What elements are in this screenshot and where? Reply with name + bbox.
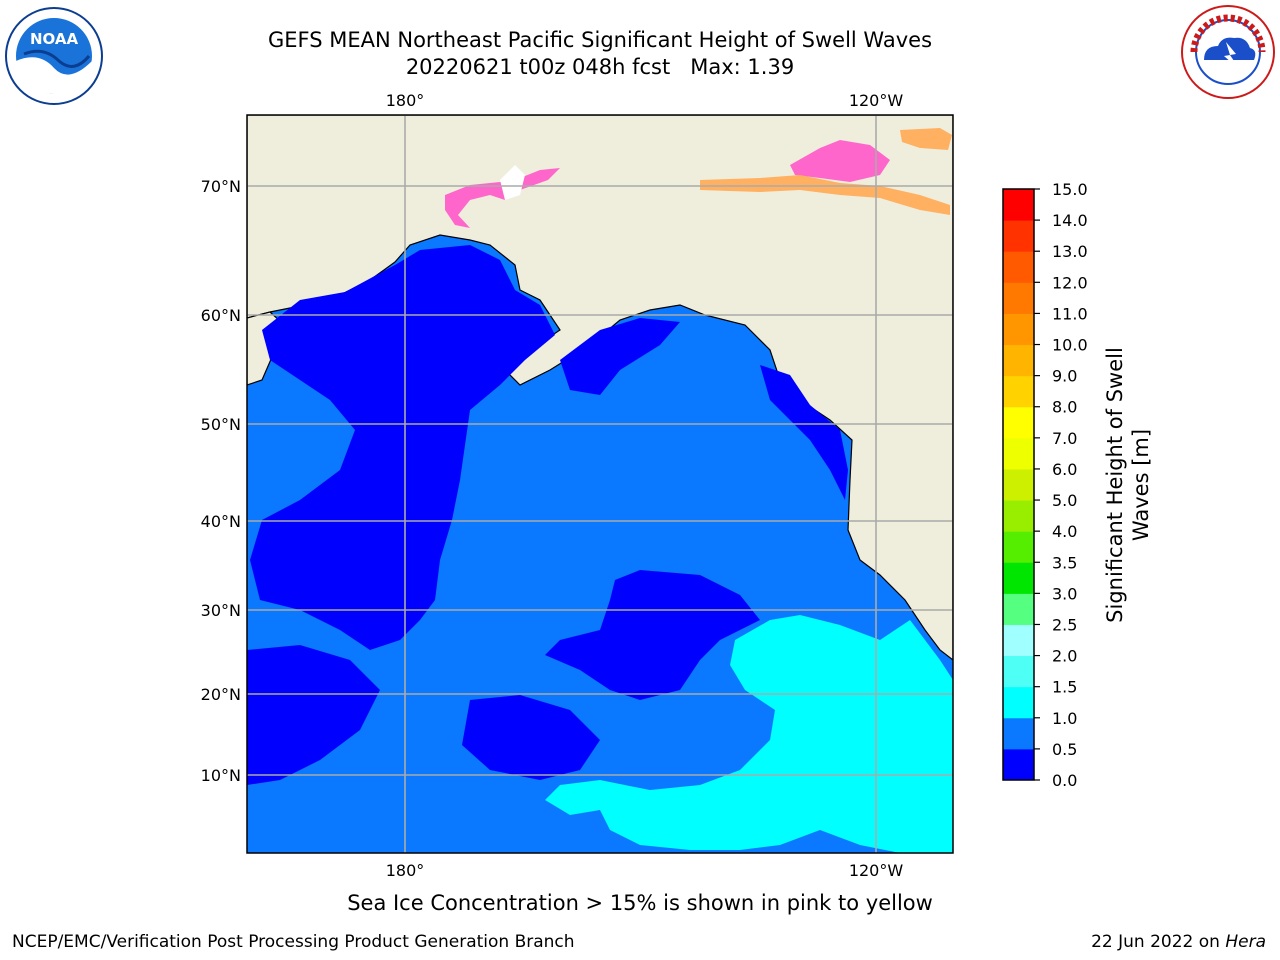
colorbar-tick-label: 0.0 [1052,771,1077,790]
colorbar-segment [1003,717,1034,750]
colorbar-segment [1003,251,1034,283]
lat-40: 40°N [201,512,241,531]
sea-ice-islands [900,128,952,150]
colorbar-segment [1003,313,1034,346]
colorbar-tick-label: 12.0 [1052,273,1088,292]
chart-subtitle: 20220621 t00z 048h fcst Max: 1.39 [0,54,1200,80]
graticule [247,115,953,853]
max-label: Max: 1.39 [690,55,795,79]
colorbar-tick-label: 6.0 [1052,460,1077,479]
colorbar-tick-label: 2.5 [1052,615,1077,634]
colorbar-tick-label: 1.0 [1052,709,1077,728]
colorbar-tick-label: 10.0 [1052,336,1088,355]
footer-host: Hera [1225,932,1266,952]
sea-ice-note: Sea Ice Concentration > 15% is shown in … [347,891,933,915]
colorbar-ticks: 0.0 0.5 1.0 1.5 2.0 2.5 3.0 3.5 4.0 5.0 6.0 7.0 8.0 9… [1034,180,1088,790]
lat-50: 50°N [201,415,241,434]
colorbar-segment [1003,593,1034,625]
swell-high-east [545,615,953,853]
lat-30: 30°N [201,601,241,620]
no-data-strait [500,165,525,200]
colorbar-tick-label: 2.0 [1052,647,1077,666]
colorbar-segment [1003,406,1034,439]
swell-low-west-bottom [247,645,380,785]
chart-title: GEFS MEAN Northeast Pacific Significant … [267,28,933,52]
colorbar-tick-label: 11.0 [1052,304,1088,323]
colorbar-segment [1003,189,1034,221]
lon-top-120w: 120°W [849,91,904,110]
colorbar-segment [1003,531,1034,563]
colorbar-frame [1002,188,1035,781]
colorbar-segment [1003,468,1034,501]
lat-20: 20°N [201,685,241,704]
colorbar-segment [1003,655,1034,688]
lon-top-180: 180° [386,91,425,110]
noaa-logo: NOAA [4,6,104,110]
colorbar-segment [1003,375,1034,408]
colorbar-tick-label: 3.0 [1052,584,1077,603]
colorbar-segment [1003,562,1034,594]
colorbar-segment [1003,437,1034,470]
colorbar-tick-label: 9.0 [1052,367,1077,386]
sea-ice-chukchi [445,168,560,228]
nws-logo [1178,2,1278,106]
colorbar-tick-label: 4.0 [1052,522,1077,541]
swell-low-bering [250,245,555,650]
swell-low-gulf [560,318,680,395]
lon-bottom-120w: 120°W [849,861,904,880]
lat-60: 60°N [201,306,241,325]
colorbar-tick-label: 13.0 [1052,242,1088,261]
colorbar-segment [1003,220,1034,252]
colorbar-title: Significant Height of Swell Waves [m] [1103,347,1153,623]
colorbar-segment [1003,344,1034,377]
swell-low-south [462,695,600,780]
colorbar-tick-label: 8.0 [1052,398,1077,417]
forecast-label: 20220621 t00z 048h fcst [405,55,671,79]
colorbar-tick-label: 5.0 [1052,491,1077,510]
colorbar-segment [1003,500,1034,532]
colorbar-tick-label: 1.5 [1052,678,1077,697]
swell-low-central [545,570,760,700]
map-frame [246,114,954,854]
colorbar-tick-label: 0.5 [1052,740,1077,759]
colorbar-tick-label: 3.5 [1052,553,1077,572]
svg-text:NOAA: NOAA [30,30,79,48]
lon-bottom-180: 180° [386,861,425,880]
colorbar [1002,188,1035,781]
map-panel [247,115,953,853]
sea-ice-beaufort [790,140,890,182]
colorbar-segment [1003,686,1034,719]
colorbar-segment [1003,282,1034,314]
colorbar-tick-label: 14.0 [1052,211,1088,230]
lat-70: 70°N [201,177,241,196]
lat-10: 10°N [201,766,241,785]
footer-date: 22 Jun 2022 on Hera [1091,932,1266,952]
colorbar-tick-label: 7.0 [1052,429,1077,448]
swell-low-coast [760,365,848,500]
colorbar-segment [1003,624,1034,657]
colorbar-tick-label: 15.0 [1052,180,1088,199]
footer-credit: NCEP/EMC/Verification Post Processing Pr… [12,932,575,952]
colorbar-segment [1003,748,1034,781]
sea-ice-arctic-edge [700,175,950,215]
